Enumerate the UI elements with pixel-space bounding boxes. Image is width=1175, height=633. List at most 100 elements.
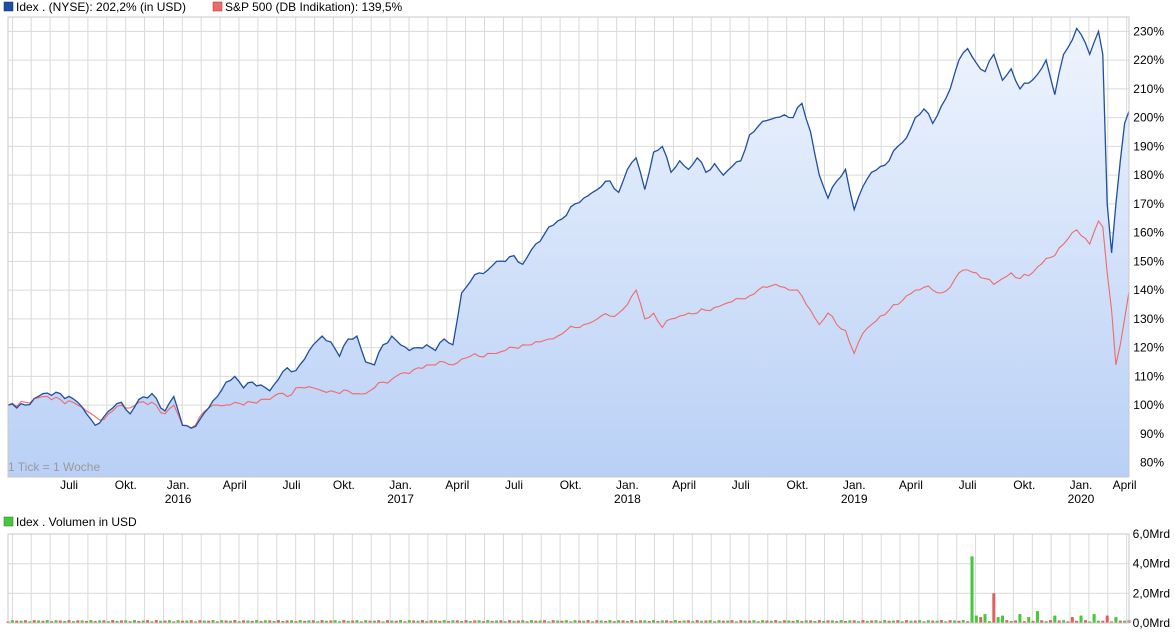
volume-bar — [412, 620, 416, 623]
volume-bar — [586, 620, 590, 623]
x-year-label: 2020 — [1068, 492, 1095, 506]
volume-bar — [926, 620, 930, 623]
volume-bar — [390, 620, 394, 623]
volume-bar — [734, 621, 738, 623]
volume-bar — [721, 620, 725, 623]
volume-bar — [752, 620, 756, 623]
volume-bar — [796, 620, 800, 623]
legend-swatch-sp500 — [212, 1, 223, 12]
volume-bar — [516, 620, 520, 623]
volume-bar — [211, 620, 215, 623]
volume-bar — [961, 620, 965, 623]
volume-bar — [438, 620, 442, 623]
volume-bar — [242, 620, 246, 623]
volume-bar — [891, 620, 895, 623]
volume-bar — [569, 621, 573, 623]
volume-bar — [1105, 615, 1109, 623]
volume-bar — [307, 620, 311, 623]
volume-bar — [883, 620, 887, 623]
volume-bar — [1040, 620, 1044, 623]
volume-bar — [268, 620, 272, 623]
volume-bar — [1044, 621, 1048, 623]
volume-bar — [37, 620, 41, 623]
volume-bar — [1092, 614, 1096, 623]
volume-y-axis: 0,0Mrd 2,0Mrd 4,0Mrd 6,0Mrd — [1133, 527, 1170, 630]
volume-bar — [1079, 615, 1083, 623]
volume-bar — [228, 620, 232, 623]
volume-bar — [420, 620, 424, 623]
volume-bar — [207, 620, 211, 623]
volume-bar — [726, 620, 730, 623]
x-tick-label: Okt. — [115, 478, 137, 492]
volume-bar — [778, 621, 782, 623]
volume-bar — [743, 620, 747, 623]
volume-bar — [50, 621, 54, 623]
volume-bar — [543, 620, 547, 623]
volume-bar — [643, 620, 647, 623]
volume-bar — [630, 620, 634, 623]
volume-bar — [154, 620, 158, 623]
x-year-label: 2019 — [841, 492, 868, 506]
watermark-tick-info: 1 Tick = 1 Woche — [8, 460, 100, 474]
y-tick-label: 90% — [1140, 427, 1164, 441]
volume-bar — [272, 621, 276, 623]
volume-bar — [1066, 621, 1070, 623]
volume-bar — [525, 621, 529, 623]
volume-bar — [844, 621, 848, 623]
volume-bar — [185, 620, 189, 623]
volume-bar — [678, 620, 682, 623]
volume-bar — [1001, 615, 1005, 623]
volume-bar — [250, 620, 254, 623]
volume-bar — [625, 621, 629, 623]
y-tick-label: 230% — [1133, 24, 1164, 38]
volume-bar — [717, 620, 721, 623]
volume-bar — [913, 620, 917, 623]
volume-bar — [316, 621, 320, 623]
volume-bar — [447, 621, 451, 623]
legend-label-idex: Idex . (NYSE): 202,2% (in USD) — [16, 0, 186, 14]
volume-bar — [761, 620, 765, 623]
volume-bar — [979, 617, 983, 623]
volume-bars — [6, 556, 1131, 624]
volume-bar — [119, 620, 123, 623]
volume-bar — [765, 620, 769, 623]
x-tick-label: Okt. — [786, 478, 808, 492]
volume-grid — [8, 533, 1129, 624]
volume-bar — [364, 620, 368, 623]
volume-bar — [813, 621, 817, 623]
volume-bar — [407, 620, 411, 623]
volume-bar — [172, 621, 176, 623]
volume-bar — [28, 621, 32, 623]
volume-bar — [10, 620, 14, 623]
volume-bar — [442, 620, 446, 623]
volume-bar — [468, 621, 472, 623]
legend-volume: Idex . Volumen in USD — [3, 515, 137, 529]
volume-bar — [791, 620, 795, 623]
volume-bar — [857, 621, 861, 623]
idex-line — [7, 27, 1130, 429]
volume-bar — [656, 621, 660, 623]
volume-bar — [372, 620, 376, 623]
volume-bar — [512, 620, 516, 623]
volume-bar — [652, 620, 656, 623]
volume-bar — [351, 620, 355, 623]
volume-bar — [918, 620, 922, 623]
volume-bar — [403, 621, 407, 623]
volume-bar — [996, 617, 1000, 623]
y-tick-label: 120% — [1133, 341, 1164, 355]
volume-bar — [878, 621, 882, 623]
volume-bar — [865, 620, 869, 623]
x-tick-label: Jan. — [389, 478, 412, 492]
main-plot-frame — [7, 16, 1130, 478]
volume-bar — [529, 620, 533, 623]
volume-bar — [141, 620, 145, 623]
volume-bar — [577, 620, 581, 623]
volume-bar — [987, 621, 991, 623]
volume-bar — [473, 620, 477, 623]
volume-bar — [63, 620, 67, 623]
volume-bar — [146, 620, 150, 623]
volume-bar — [682, 620, 686, 623]
volume-bar — [756, 621, 760, 623]
main-y-axis: 80% 90% 100% 110% 120% 130% 140% 150% 160% 170% 18… — [1133, 24, 1164, 469]
